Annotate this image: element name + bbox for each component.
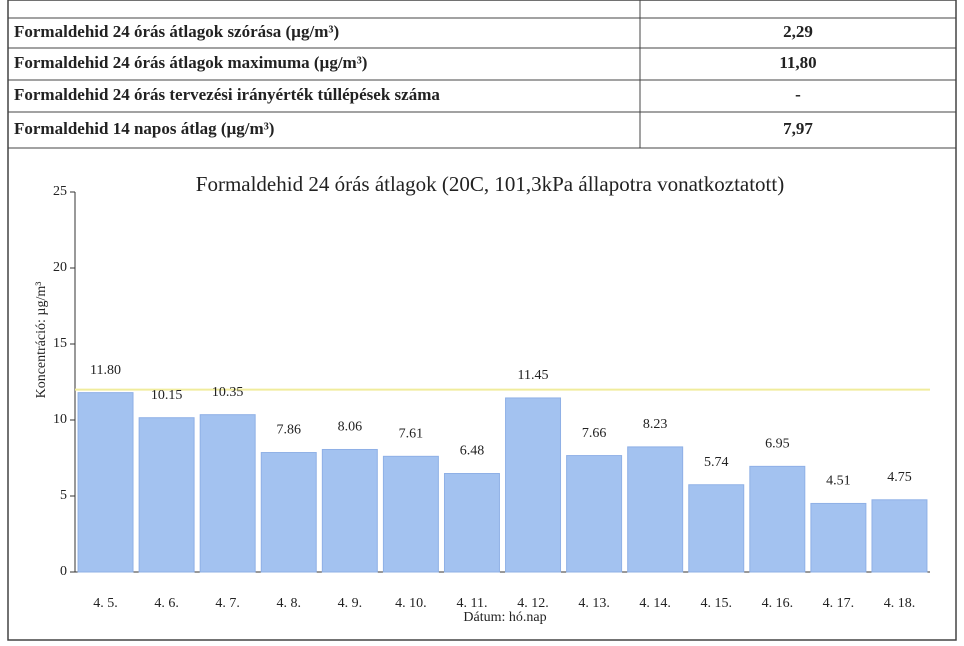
bar	[566, 455, 623, 573]
x-tick-label: 4. 12.	[517, 596, 549, 611]
y-tick-label: 10	[53, 412, 67, 427]
x-tick-label: 4. 13.	[578, 596, 610, 611]
y-tick-label: 20	[53, 260, 67, 275]
x-tick-label: 4. 8.	[277, 596, 302, 611]
table-cell: Formaldehid 24 órás tervezési irányérték…	[14, 85, 440, 104]
bar	[688, 484, 745, 573]
bar	[382, 455, 439, 573]
table-cell: Formaldehid 24 órás átlagok szórása (µg/…	[14, 22, 339, 41]
data-label: 5.74	[704, 455, 729, 470]
bar	[138, 417, 195, 573]
x-tick-label: 4. 9.	[338, 596, 363, 611]
y-tick-label: 5	[60, 488, 67, 503]
bar	[443, 473, 500, 573]
x-tick-label: 4. 16.	[762, 596, 794, 611]
bar	[77, 392, 134, 573]
y-tick-label: 15	[53, 336, 67, 351]
data-label: 11.80	[90, 363, 121, 378]
data-label: 8.23	[643, 417, 668, 432]
x-tick-label: 4. 5.	[93, 596, 118, 611]
frame	[7, 0, 957, 641]
table-cell: 2,29	[783, 22, 813, 41]
data-label: 10.15	[151, 388, 183, 403]
x-axis-label: Dátum: hó.nap	[463, 610, 546, 625]
x-tick-label: 4. 14.	[639, 596, 671, 611]
chart-title: Formaldehid 24 órás átlagok (20C, 101,3k…	[196, 172, 784, 196]
data-label: 7.86	[277, 423, 302, 438]
data-label: 8.06	[338, 420, 363, 435]
bar	[871, 499, 928, 573]
table-cell: -	[795, 85, 801, 104]
bar	[321, 448, 378, 573]
data-label: 6.48	[460, 444, 485, 459]
x-tick-label: 4. 6.	[154, 596, 179, 611]
x-tick-label: 4. 15.	[701, 596, 733, 611]
x-tick-label: 4. 17.	[823, 596, 855, 611]
data-label: 7.66	[582, 426, 607, 441]
bar	[505, 397, 562, 573]
data-label: 6.95	[765, 437, 790, 452]
bar	[199, 414, 256, 573]
bar	[627, 446, 684, 573]
bar	[810, 502, 867, 573]
data-label: 4.51	[826, 474, 851, 489]
x-tick-label: 4. 10.	[395, 596, 427, 611]
table-cell: 7,97	[783, 119, 813, 138]
bar	[260, 452, 317, 573]
bar	[749, 465, 806, 573]
x-tick-label: 4. 11.	[456, 596, 487, 611]
table-cell: 11,80	[779, 53, 816, 72]
table-cell: Formaldehid 24 órás átlagok maximuma (µg…	[14, 53, 367, 72]
data-label: 10.35	[212, 385, 244, 400]
y-tick-label: 25	[53, 184, 67, 199]
x-tick-label: 4. 18.	[884, 596, 916, 611]
data-label: 7.61	[399, 427, 424, 442]
y-axis-label: Koncentráció: µg/m³	[34, 282, 49, 399]
table-cell: Formaldehid 14 napos átlag (µg/m³)	[14, 119, 274, 138]
x-tick-label: 4. 7.	[215, 596, 240, 611]
data-label: 4.75	[887, 470, 912, 485]
data-label: 11.45	[518, 368, 549, 383]
y-tick-label: 0	[60, 564, 67, 579]
